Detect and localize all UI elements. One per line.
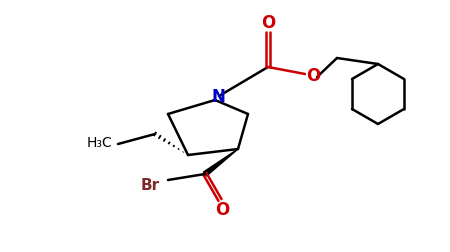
- Text: O: O: [261, 14, 275, 32]
- Polygon shape: [203, 149, 238, 176]
- Text: H₃C: H₃C: [87, 136, 113, 150]
- Text: Br: Br: [140, 177, 160, 193]
- Text: O: O: [215, 201, 229, 219]
- Text: N: N: [211, 88, 225, 106]
- Text: O: O: [306, 67, 320, 85]
